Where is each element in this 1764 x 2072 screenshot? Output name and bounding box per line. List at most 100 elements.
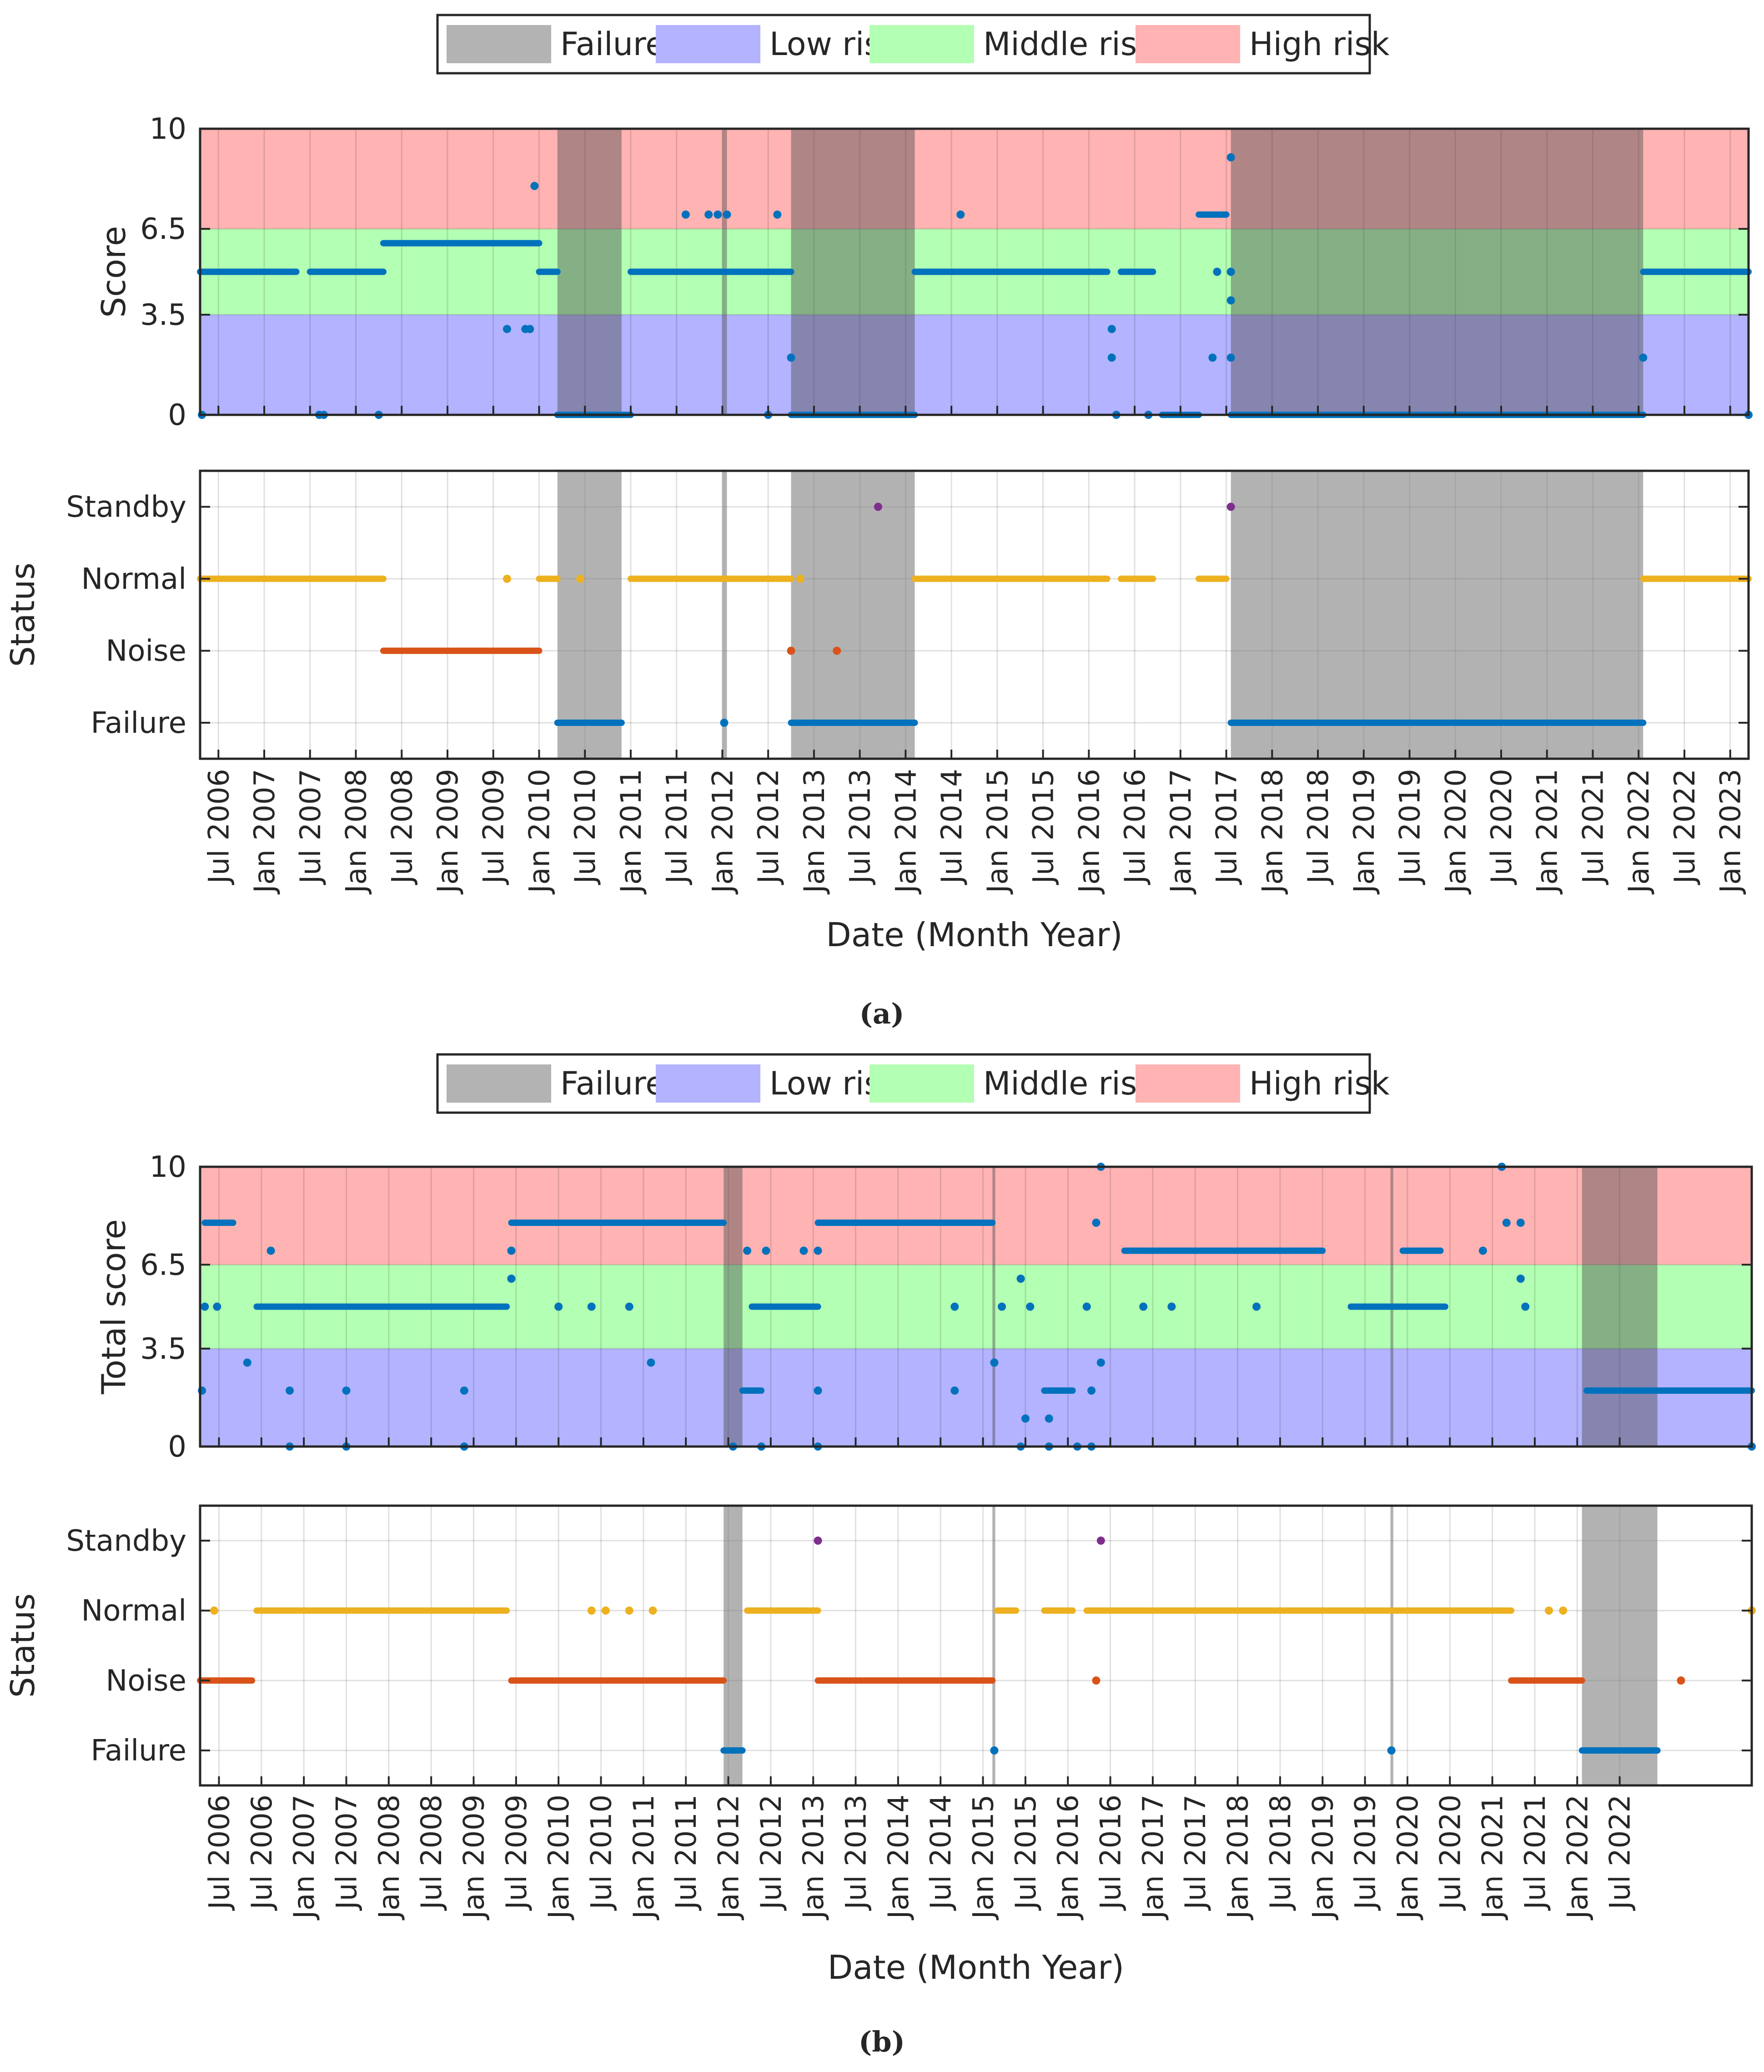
score-point: [1026, 1302, 1035, 1311]
x-tick-label: Jul 2018: [1264, 1795, 1297, 1911]
legend-label: Middle risk: [983, 25, 1156, 63]
status-point: [625, 1606, 633, 1615]
status-category-label: Normal: [81, 1594, 186, 1628]
failure-region: [992, 1167, 995, 1447]
x-tick-label: Jul 2010: [568, 769, 602, 885]
legend-label: High risk: [1249, 25, 1390, 63]
risk-band: [200, 1167, 1752, 1265]
failure-region: [1582, 1167, 1658, 1447]
score-point: [1516, 1275, 1525, 1283]
x-axis: Jul 2006 Jul 2006 Jan 2007 Jul 2007 Jan 2008…: [202, 1795, 1636, 1986]
x-tick-label: Jan 2016: [1051, 1795, 1085, 1921]
failure-region: [1390, 1506, 1393, 1785]
x-tick-label: Jul 2018: [1302, 769, 1335, 885]
legend-label: High risk: [1249, 1065, 1390, 1102]
score-point: [1092, 1219, 1101, 1227]
score-point: [1045, 1414, 1053, 1423]
score-point: [1226, 353, 1235, 362]
score-point: [554, 1302, 563, 1311]
score-point: [1016, 1275, 1025, 1283]
x-tick-label: Jul 2012: [752, 769, 785, 885]
status-point: [990, 1746, 999, 1755]
x-tick-label: Jul 2011: [660, 769, 694, 885]
x-tick-label: Jan 2007: [287, 1795, 321, 1921]
score-point: [1478, 1246, 1487, 1255]
status-point: [1677, 1676, 1685, 1685]
x-tick-label: Jul 2007: [294, 769, 327, 885]
y-tick-label: 6.5: [140, 1248, 186, 1282]
x-tick-label: Jul 2015: [1009, 1795, 1042, 1911]
status-point: [1226, 503, 1235, 511]
score-point: [773, 210, 782, 219]
x-tick-label: Jan 2022: [1561, 1795, 1594, 1921]
x-tick-label: Jan 2009: [457, 1795, 491, 1921]
score-point: [1252, 1302, 1261, 1311]
status-category-label: Normal: [81, 562, 186, 596]
score-point: [587, 1302, 596, 1311]
x-axis: Jul 2006 Jan 2007 Jul 2007 Jan 2008 Jul 2008…: [202, 769, 1747, 954]
status-point: [787, 646, 795, 655]
x-tick-label: Jul 2020: [1485, 769, 1518, 885]
x-tick-label: Jan 2008: [372, 1795, 406, 1921]
legend-label: Failure: [560, 25, 665, 63]
score-point: [503, 325, 511, 333]
x-tick-label: Jul 2015: [1027, 769, 1060, 885]
status-point: [720, 718, 729, 727]
y-tick-label: 10: [150, 1150, 186, 1184]
score-point: [213, 1302, 221, 1311]
panel-caption: (a): [859, 997, 905, 1030]
x-tick-label: Jul 2006: [202, 769, 235, 885]
status-point: [503, 575, 511, 583]
score-point: [460, 1386, 468, 1395]
score-point: [950, 1302, 959, 1311]
x-tick-label: Jul 2009: [500, 1795, 533, 1911]
legend-item: Middle risk: [869, 1064, 1156, 1103]
status-category-label: Noise: [106, 1664, 186, 1698]
score-point: [342, 1386, 351, 1395]
status-point: [1559, 1606, 1568, 1615]
legend-swatch: [447, 1064, 551, 1103]
status-ylabel: Status: [4, 563, 42, 667]
score-point: [1021, 1414, 1030, 1423]
score-axes-frame: [199, 1165, 1753, 1448]
score-point: [266, 1246, 275, 1255]
status-point: [210, 1606, 219, 1615]
status-axes-frame: [199, 469, 1750, 760]
failure-region: [791, 129, 915, 415]
y-tick-label: 0: [168, 1430, 186, 1464]
score-point: [1139, 1302, 1148, 1311]
x-tick-label: Jul 2019: [1393, 769, 1427, 885]
status-point: [601, 1606, 610, 1615]
x-tick-label: Jan 2010: [542, 1795, 575, 1921]
y-tick-label: 3.5: [140, 1332, 186, 1366]
score-point: [625, 1302, 633, 1311]
legend: Failure Low risk Middle risk High risk: [436, 1053, 1390, 1114]
score-point: [762, 1246, 770, 1255]
x-tick-label: Jul 2010: [585, 1795, 618, 1911]
x-tick-label: Jul 2019: [1349, 1795, 1382, 1911]
y-tick-label: 10: [150, 112, 186, 146]
x-tick-label: Jul 2020: [1433, 1795, 1467, 1911]
status-point: [1092, 1676, 1101, 1685]
x-tick-label: Jul 2012: [754, 1795, 788, 1911]
x-tick-label: Jul 2016: [1094, 1795, 1127, 1911]
score-point: [1082, 1302, 1091, 1311]
status-category-label: Standby: [66, 490, 186, 524]
score-point: [723, 210, 731, 219]
score-point: [530, 181, 539, 190]
x-tick-label: Jul 2022: [1668, 769, 1701, 885]
x-tick-label: Jan 2015: [981, 769, 1014, 895]
status-point: [1545, 1606, 1553, 1615]
x-tick-label: Jul 2013: [839, 1795, 873, 1911]
score-point: [814, 1246, 822, 1255]
x-tick-label: Jan 2011: [614, 769, 648, 895]
legend-item: Low risk: [656, 25, 900, 63]
score-axes-frame: [199, 127, 1750, 416]
score-point: [743, 1246, 752, 1255]
status-category-label: Standby: [66, 1524, 186, 1558]
score-point: [507, 1246, 516, 1255]
score-point: [1096, 1358, 1105, 1367]
score-point: [507, 1275, 516, 1283]
score-point: [799, 1246, 808, 1255]
